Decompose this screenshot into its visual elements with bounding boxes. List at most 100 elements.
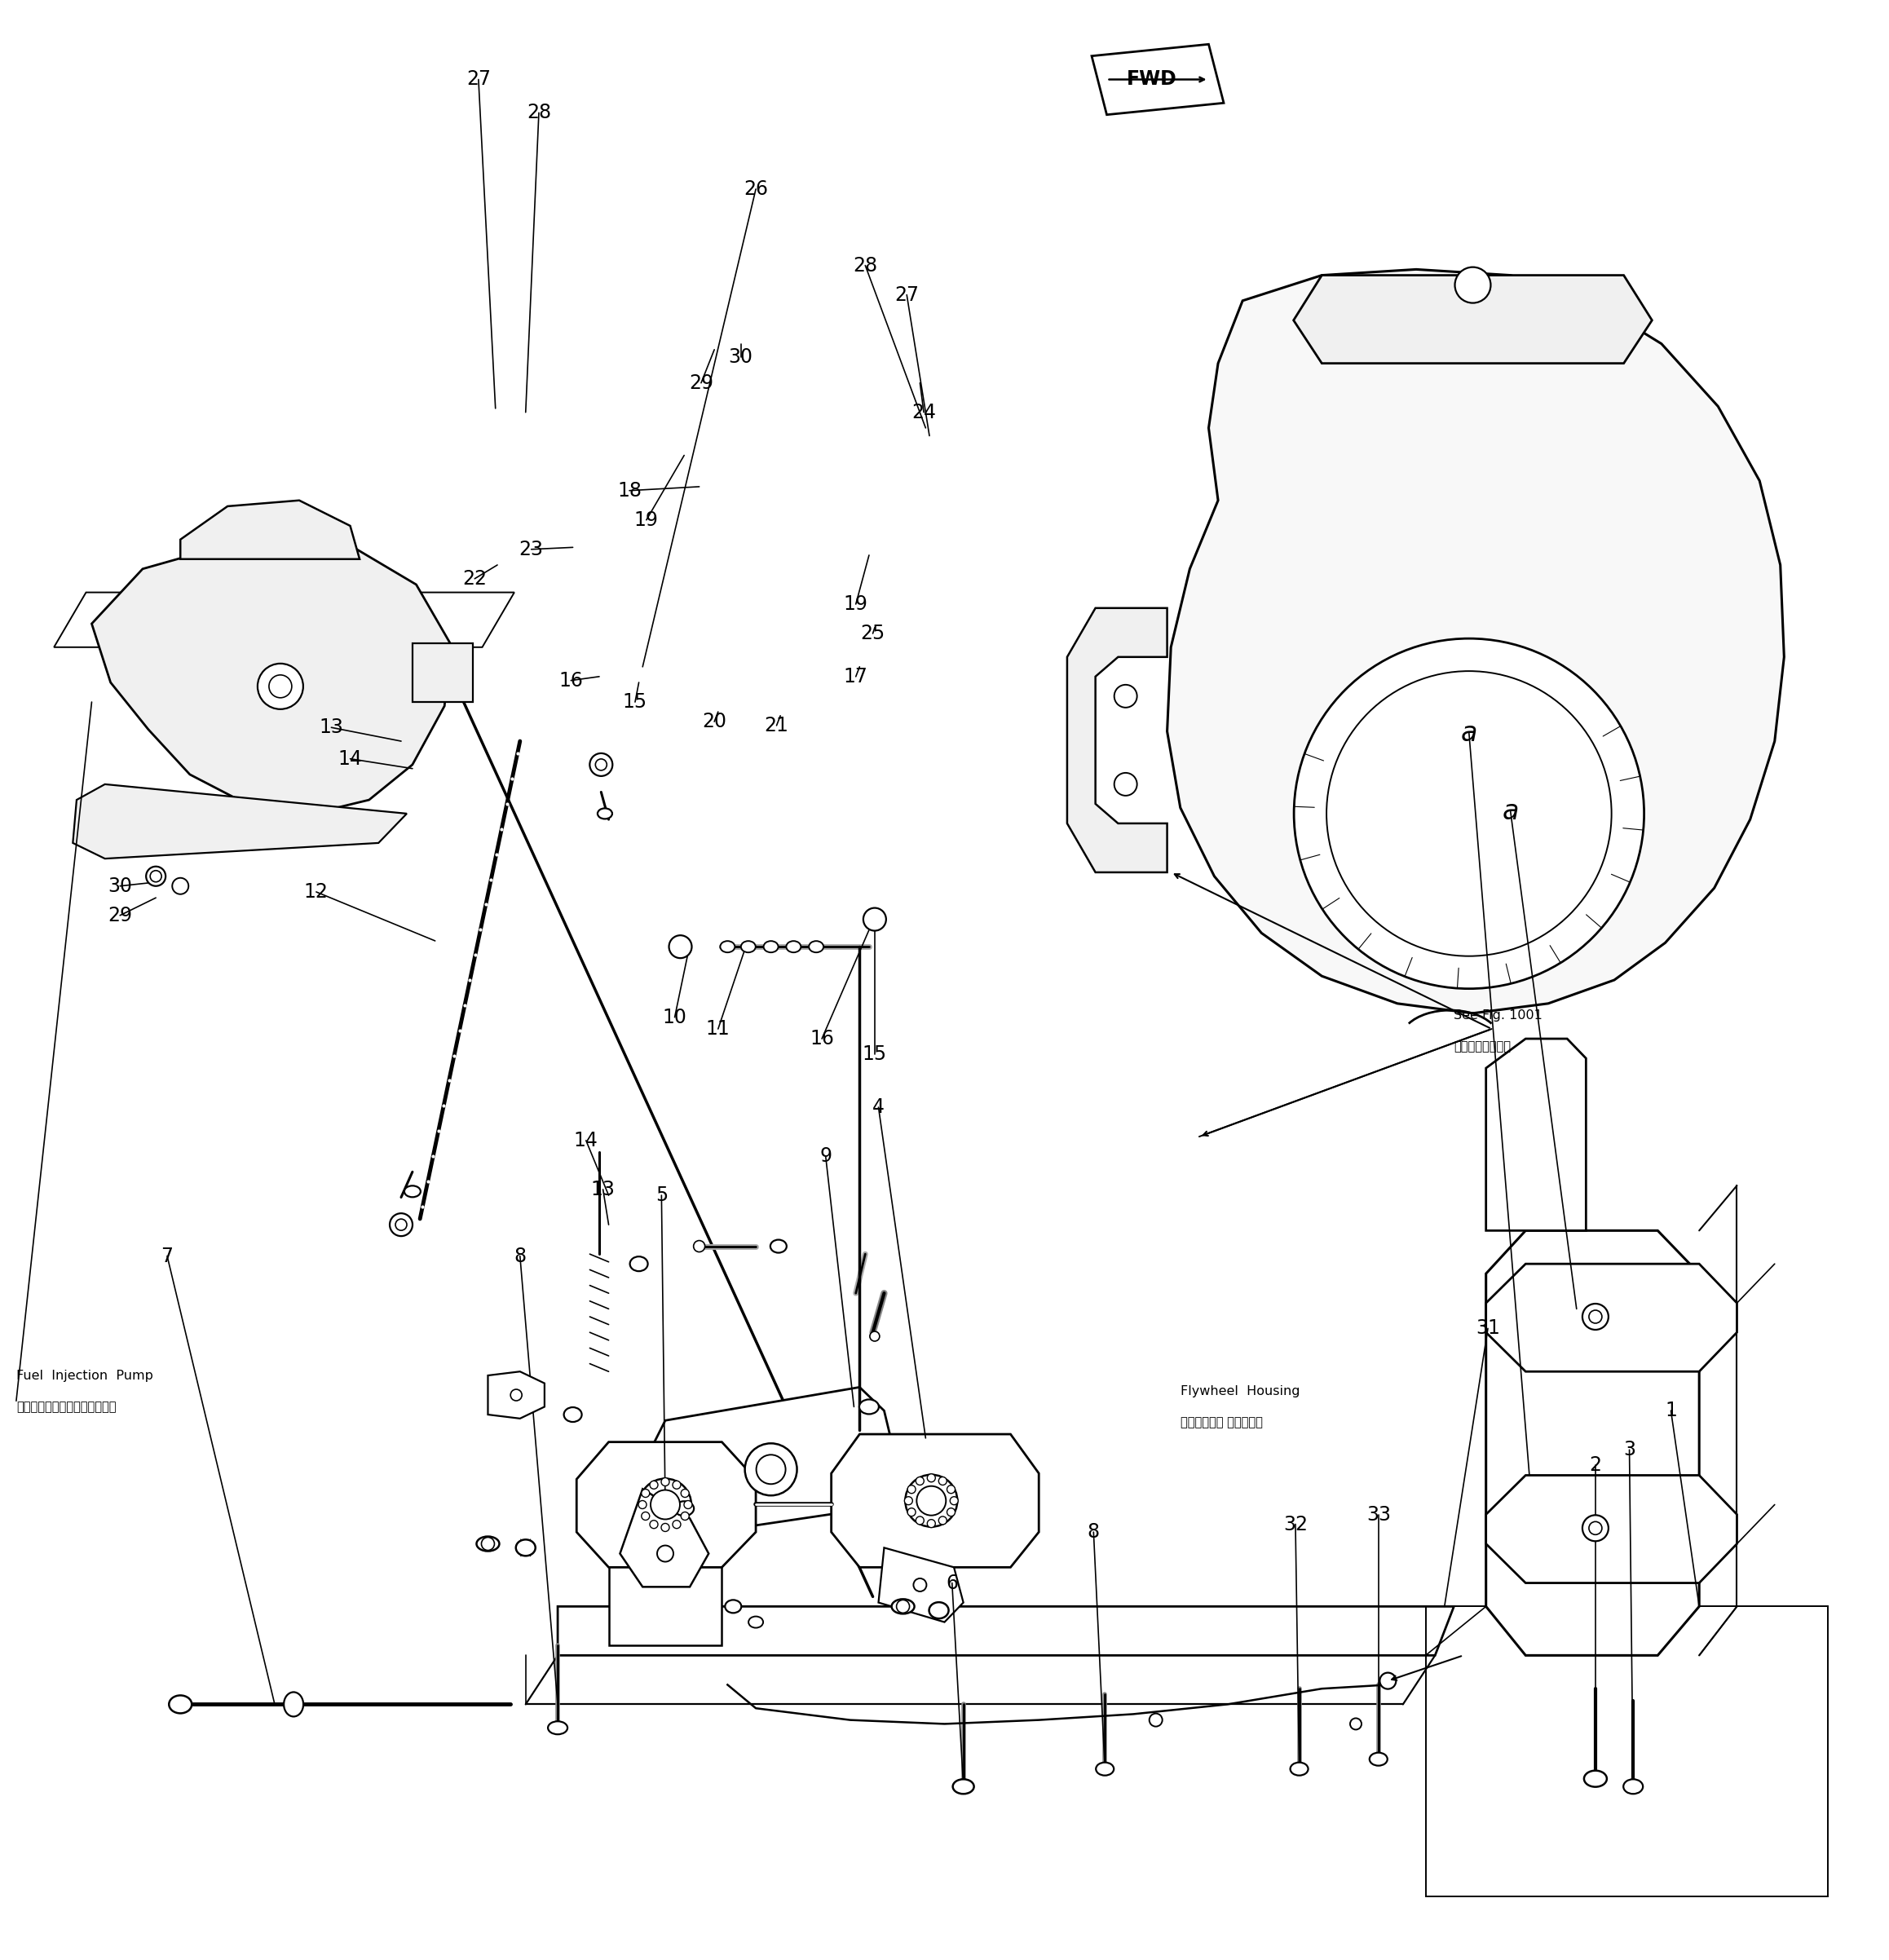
Text: 1: 1 [1664,1401,1677,1421]
Ellipse shape [748,1617,763,1629]
Polygon shape [1067,608,1167,872]
Circle shape [642,1490,650,1497]
Text: 27: 27 [895,284,918,304]
Text: 19: 19 [844,594,869,613]
Text: Fuel  Injection  Pump: Fuel Injection Pump [17,1370,153,1382]
Ellipse shape [597,808,612,819]
Text: 6: 6 [946,1574,958,1593]
Text: 2: 2 [1589,1456,1602,1476]
Circle shape [869,1331,880,1341]
Ellipse shape [952,1780,975,1793]
Circle shape [650,1490,680,1519]
Text: 16: 16 [559,670,584,690]
Ellipse shape [771,1241,786,1252]
Circle shape [863,907,886,931]
Circle shape [939,1517,946,1525]
Text: 15: 15 [863,1045,888,1064]
Circle shape [1115,684,1137,708]
Text: 33: 33 [1366,1505,1390,1525]
Text: ファイホイル ハウジング: ファイホイル ハウジング [1181,1417,1262,1429]
Text: 19: 19 [635,510,659,529]
Text: 28: 28 [854,255,878,274]
Circle shape [389,1213,412,1237]
Circle shape [395,1219,406,1231]
Polygon shape [878,1548,963,1623]
Text: 32: 32 [1283,1515,1307,1535]
Polygon shape [557,1607,1455,1656]
Circle shape [680,1490,689,1497]
Text: 13: 13 [591,1180,616,1200]
Text: 25: 25 [861,623,886,643]
Text: フェルインジェクションポンプ: フェルインジェクションポンプ [17,1401,115,1413]
Circle shape [907,1486,916,1494]
Ellipse shape [740,941,756,953]
Ellipse shape [1370,1752,1387,1766]
Text: 7: 7 [161,1247,174,1266]
Polygon shape [608,1568,722,1646]
Ellipse shape [548,1721,567,1735]
Circle shape [916,1486,946,1515]
Circle shape [172,878,189,894]
Text: 30: 30 [729,347,754,367]
Text: 9: 9 [820,1147,831,1166]
Circle shape [1115,772,1137,796]
Text: 8: 8 [1088,1523,1099,1543]
Text: 12: 12 [304,882,329,902]
Text: See Fig. 1001: See Fig. 1001 [1455,1009,1543,1021]
Circle shape [268,674,291,698]
Text: 21: 21 [765,715,790,735]
Text: 31: 31 [1475,1319,1500,1339]
Text: 17: 17 [844,666,869,686]
Text: 14: 14 [574,1131,599,1151]
Text: FWD: FWD [1128,71,1177,90]
Polygon shape [576,1443,756,1568]
Circle shape [907,1507,916,1517]
Ellipse shape [168,1695,193,1713]
Text: 第１００１図参照: 第１００１図参照 [1455,1041,1511,1053]
Circle shape [145,866,166,886]
Circle shape [661,1523,669,1531]
Text: 10: 10 [663,1007,688,1027]
Circle shape [905,1474,958,1527]
Ellipse shape [859,1399,878,1413]
Circle shape [1149,1713,1162,1727]
Ellipse shape [283,1691,304,1717]
Circle shape [684,1501,691,1509]
Text: 28: 28 [527,104,552,123]
Circle shape [693,1241,705,1252]
Ellipse shape [404,1186,421,1198]
Text: a: a [1502,798,1519,825]
Text: 29: 29 [689,372,714,392]
Circle shape [638,1501,646,1509]
Ellipse shape [720,941,735,953]
Text: Flywheel  Housing: Flywheel Housing [1181,1386,1300,1397]
Ellipse shape [763,941,778,953]
Text: 27: 27 [467,71,491,90]
Circle shape [916,1517,924,1525]
Text: 22: 22 [463,568,487,588]
Circle shape [1351,1719,1362,1729]
Circle shape [1294,639,1643,988]
Ellipse shape [929,1601,948,1619]
Text: 13: 13 [319,717,344,737]
Polygon shape [1487,1039,1587,1231]
Text: 24: 24 [912,402,935,421]
Circle shape [650,1521,657,1529]
Text: 18: 18 [618,480,642,500]
Polygon shape [93,539,450,813]
Text: 30: 30 [108,876,132,896]
Circle shape [946,1486,956,1494]
Circle shape [661,1478,669,1486]
Ellipse shape [892,1599,914,1613]
Circle shape [905,1497,912,1505]
Ellipse shape [1585,1770,1608,1788]
Text: 5: 5 [655,1186,667,1205]
Circle shape [589,753,612,776]
Ellipse shape [1096,1762,1115,1776]
Circle shape [927,1519,935,1527]
Circle shape [669,935,691,958]
Polygon shape [831,1435,1039,1568]
Circle shape [482,1537,495,1550]
Circle shape [1455,267,1490,304]
Circle shape [672,1482,680,1490]
